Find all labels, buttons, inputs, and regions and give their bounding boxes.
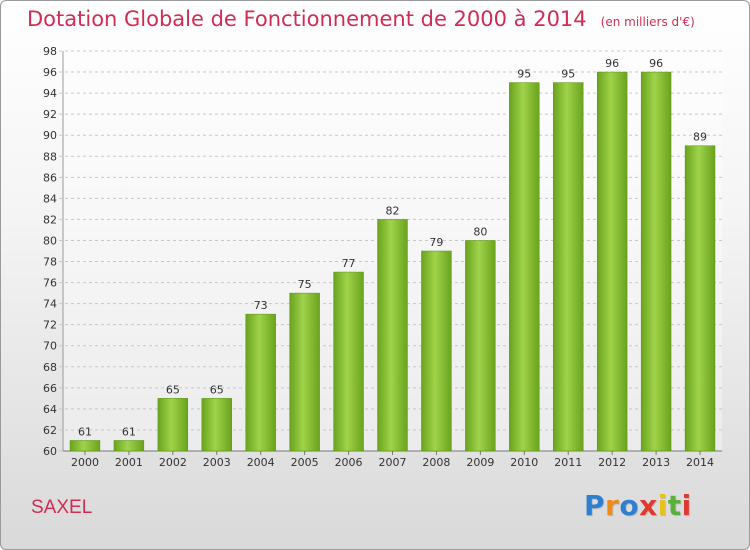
bar-value-label: 96 — [649, 57, 663, 70]
x-tick-label: 2001 — [115, 456, 143, 469]
x-tick-label: 2002 — [159, 456, 187, 469]
y-tick-label: 82 — [43, 213, 57, 226]
bar — [113, 440, 145, 452]
y-tick-label: 68 — [43, 361, 57, 374]
logo-letter: t — [667, 489, 682, 522]
bar — [553, 82, 584, 452]
x-tick-label: 2009 — [466, 456, 494, 469]
bar — [333, 271, 364, 452]
bar — [640, 71, 672, 452]
bar — [509, 82, 540, 452]
bar — [69, 440, 101, 452]
logo-letter: r — [605, 489, 620, 522]
y-tick-label: 76 — [43, 277, 57, 290]
labels-layer: 60 62 64 66 68 70 72 74 76 78 80 82 84 86 88 90 92 94 96 98… — [43, 45, 714, 469]
x-tick-label: 2003 — [203, 456, 231, 469]
x-tick-label: 2007 — [379, 456, 407, 469]
y-tick-label: 80 — [43, 234, 57, 247]
bar-value-label: 79 — [429, 236, 443, 249]
bar-value-label: 96 — [605, 57, 619, 70]
y-tick-label: 60 — [43, 445, 57, 458]
y-tick-label: 64 — [43, 403, 57, 416]
title-row: Dotation Globale de Fonctionnement de 20… — [27, 7, 695, 31]
bar-value-label: 65 — [210, 383, 224, 396]
bar-value-label: 80 — [473, 225, 487, 238]
bar — [201, 398, 232, 452]
y-tick-label: 78 — [43, 256, 57, 269]
bar-value-label: 95 — [561, 68, 575, 81]
bar-value-label: 82 — [386, 204, 400, 217]
y-tick-label: 70 — [43, 340, 57, 353]
x-tick-label: 2010 — [510, 456, 538, 469]
x-tick-label: 2013 — [642, 456, 670, 469]
y-tick-label: 90 — [43, 129, 57, 142]
x-tick-label: 2000 — [71, 456, 99, 469]
y-tick-label: 96 — [43, 66, 57, 79]
x-tick-label: 2011 — [554, 456, 582, 469]
chart-title: Dotation Globale de Fonctionnement de 20… — [27, 7, 587, 31]
y-tick-label: 66 — [43, 382, 57, 395]
y-tick-label: 72 — [43, 319, 57, 332]
y-tick-label: 98 — [43, 45, 57, 58]
proxiti-logo: Proxiti — [584, 489, 692, 522]
y-tick-label: 86 — [43, 171, 57, 184]
logo-letter: P — [584, 489, 606, 522]
x-tick-label: 2006 — [335, 456, 363, 469]
logo-letter: x — [639, 489, 658, 522]
bar-value-label: 89 — [693, 131, 707, 144]
y-tick-label: 88 — [43, 150, 57, 163]
logo-letter: i — [681, 489, 692, 522]
bar — [421, 250, 452, 452]
bars-layer — [69, 71, 716, 452]
x-tick-label: 2008 — [422, 456, 450, 469]
x-tick-label: 2004 — [247, 456, 275, 469]
bar — [289, 292, 320, 452]
x-tick-label: 2014 — [686, 456, 714, 469]
bar — [377, 219, 408, 452]
commune-name: SAXEL — [31, 497, 93, 518]
bar-value-label: 65 — [166, 383, 180, 396]
x-tick-label: 2012 — [598, 456, 626, 469]
y-tick-label: 84 — [43, 192, 57, 205]
bar — [245, 313, 276, 452]
bar — [596, 71, 628, 452]
bar — [157, 398, 189, 452]
bar-value-label: 95 — [517, 68, 531, 81]
bar-value-label: 73 — [254, 299, 268, 312]
bar-value-label: 61 — [78, 425, 92, 438]
bar-value-label: 75 — [298, 278, 312, 291]
y-tick-label: 94 — [43, 87, 57, 100]
bar-value-label: 61 — [122, 425, 136, 438]
bar-value-label: 77 — [342, 257, 356, 270]
y-tick-label: 92 — [43, 108, 57, 121]
bar — [465, 240, 496, 452]
x-tick-label: 2005 — [291, 456, 319, 469]
y-tick-label: 74 — [43, 298, 57, 311]
bar — [684, 145, 716, 452]
logo-letter: o — [619, 489, 640, 522]
logo-letter: i — [657, 489, 668, 522]
chart-subtitle: (en milliers d'€) — [600, 15, 695, 29]
y-tick-label: 62 — [43, 424, 57, 437]
